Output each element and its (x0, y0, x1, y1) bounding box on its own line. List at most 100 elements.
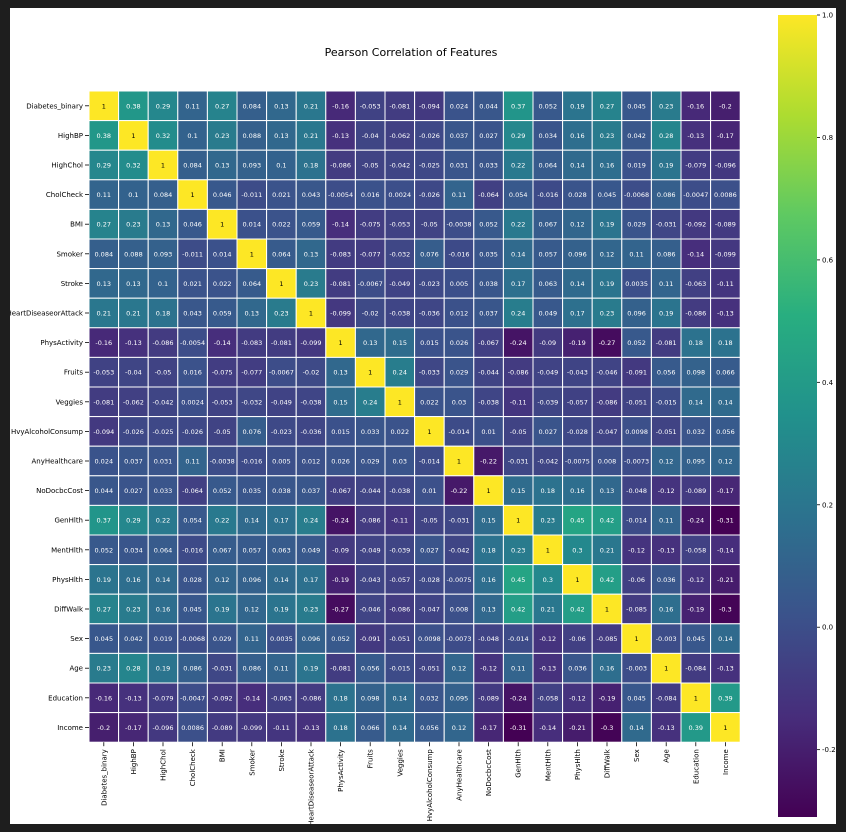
cell-value-label: 0.014 (242, 221, 261, 229)
cell-value-label: -0.048 (626, 487, 647, 495)
heatmap-cell (621, 356, 652, 388)
cell-value-label: 0.005 (272, 458, 291, 466)
heatmap-cell (621, 179, 652, 210)
row-tick-label: Income (57, 724, 83, 732)
heatmap-cell (384, 623, 416, 654)
cell-value-label: -0.12 (687, 576, 704, 584)
heatmap-cell (88, 593, 120, 625)
cell-value-label: -0.31 (717, 517, 734, 525)
heatmap-cell (88, 149, 120, 181)
heatmap-cell (473, 534, 504, 566)
cell-value-label: 0.043 (302, 191, 321, 199)
cell-value-label: -0.089 (715, 221, 736, 229)
cell-value-label: 0.18 (689, 339, 703, 347)
heatmap-cell (384, 475, 416, 506)
cell-value-label: 0.16 (600, 162, 614, 170)
cell-value-label: 1 (102, 102, 106, 110)
row-tick-label: NoDocbcCost (36, 487, 83, 495)
column-tick-label: Stroke (278, 749, 286, 771)
cell-value-label: -0.13 (332, 132, 349, 140)
cell-value-label: 0.42 (600, 517, 614, 525)
heatmap-cell (502, 712, 534, 743)
heatmap-cell (384, 208, 416, 240)
heatmap-cell (354, 90, 386, 122)
heatmap-cell (473, 386, 504, 418)
cell-value-label: 0.024 (94, 458, 113, 466)
cell-value-label: -0.086 (508, 369, 529, 377)
cell-value-label: 0.026 (331, 458, 350, 466)
heatmap-cell (650, 120, 682, 151)
heatmap-cell (473, 445, 504, 477)
heatmap-cell (443, 652, 475, 684)
cell-value-label: 1 (309, 310, 313, 318)
cell-value-label: -0.31 (510, 724, 527, 732)
cell-value-label: 0.0035 (625, 280, 648, 288)
heatmap-cell (591, 356, 623, 388)
heatmap-cell (532, 416, 564, 447)
cell-value-label: 0.045 (183, 606, 202, 614)
heatmap-cell (591, 712, 623, 743)
cell-value-label: -0.028 (419, 576, 440, 584)
heatmap-cell (88, 120, 120, 151)
heatmap-cell (266, 149, 297, 181)
row-tick-label: Fruits (64, 369, 84, 377)
heatmap-cell (562, 327, 593, 358)
cell-value-label: 0.027 (124, 487, 143, 495)
cell-value-label: 0.063 (272, 546, 291, 554)
cell-value-label: 0.24 (511, 310, 525, 318)
column-tick-label: HvyAlcoholConsump (426, 749, 434, 822)
cell-value-label: -0.016 (182, 546, 203, 554)
cell-value-label: 0.14 (570, 280, 584, 288)
cell-value-label: 0.096 (302, 635, 321, 643)
cell-value-label: -0.3 (719, 606, 732, 614)
heatmap-cell (384, 327, 416, 358)
cell-value-label: -0.051 (389, 635, 410, 643)
cell-value-label: 0.093 (242, 162, 261, 170)
column-tick-label: Fruits (367, 749, 375, 769)
cell-value-label: 0.32 (126, 162, 140, 170)
heatmap-cell (532, 90, 564, 122)
cell-value-label: -0.081 (93, 398, 114, 406)
cell-value-label: 0.021 (272, 191, 291, 199)
cell-value-label: 0.027 (420, 546, 439, 554)
cell-value-label: 0.29 (126, 517, 140, 525)
heatmap-cell (650, 445, 682, 477)
cell-value-label: -0.16 (687, 102, 704, 110)
cell-value-label: 0.096 (242, 576, 261, 584)
heatmap-cell (118, 445, 149, 477)
cell-value-label: 0.03 (452, 398, 466, 406)
cell-value-label: 0.39 (718, 694, 732, 702)
cell-value-label: 0.0098 (625, 428, 648, 436)
cell-value-label: 0.13 (274, 102, 288, 110)
cell-value-label: 0.18 (481, 546, 495, 554)
heatmap-cell (384, 564, 416, 595)
cell-value-label: 0.052 (538, 102, 557, 110)
cell-value-label: -0.086 (301, 694, 322, 702)
cell-value-label: 0.038 (479, 280, 498, 288)
cell-value-label: 0.15 (511, 487, 525, 495)
heatmap-cell (206, 120, 238, 151)
cell-value-label: 0.16 (481, 576, 495, 584)
cell-value-label: -0.12 (569, 694, 586, 702)
cell-value-label: 0.19 (600, 221, 614, 229)
heatmap-cell (88, 623, 120, 654)
heatmap-cell (354, 149, 386, 181)
cell-value-label: -0.09 (332, 546, 349, 554)
heatmap-cell (591, 593, 623, 625)
heatmap-cell (147, 327, 179, 358)
row-tick-label: GenHlth (54, 517, 83, 525)
cell-value-label: -0.011 (182, 250, 203, 258)
heatmap-cell (236, 297, 268, 329)
cell-value-label: -0.11 (273, 724, 290, 732)
cell-value-label: 1 (664, 665, 668, 673)
heatmap-cell (443, 623, 475, 654)
heatmap-cell (295, 593, 327, 625)
cell-value-label: -0.091 (360, 635, 381, 643)
heatmap-cell (680, 179, 712, 210)
cell-value-label: 0.13 (97, 280, 111, 288)
cell-value-label: 0.056 (657, 369, 676, 377)
heatmap-cell (710, 504, 741, 536)
cell-value-label: -0.17 (125, 724, 142, 732)
column-tick-label: MentHlth (544, 749, 552, 781)
cell-value-label: 0.014 (213, 250, 232, 258)
